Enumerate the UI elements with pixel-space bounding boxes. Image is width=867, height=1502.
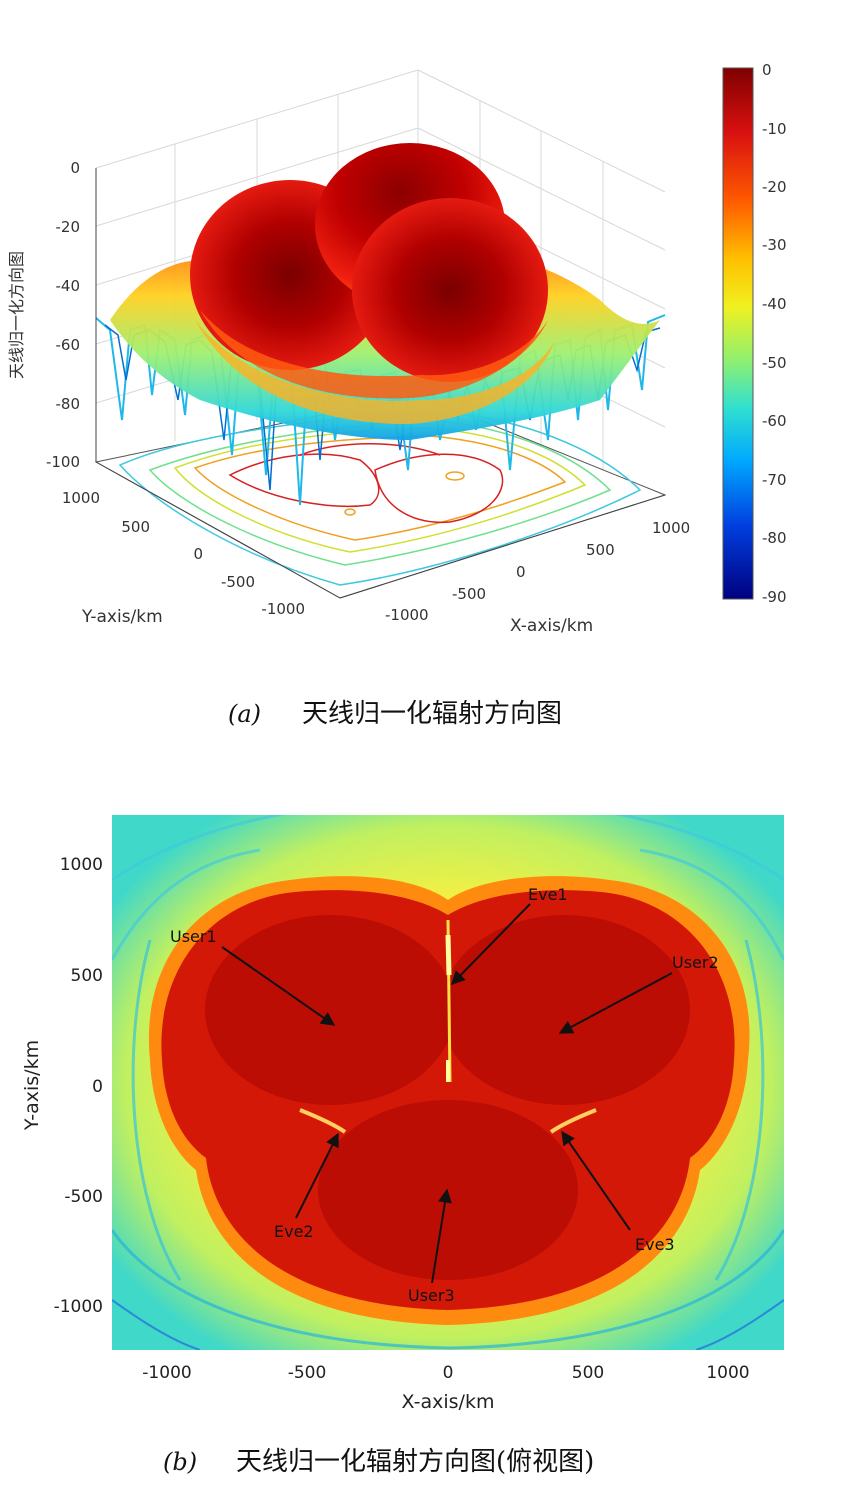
x-tick-label: -500: [452, 585, 486, 603]
label-user1: User1: [170, 927, 217, 946]
y-tick-label: 1000: [62, 489, 100, 507]
y-axis: 1000 500 0 -500 -1000 Y-axis/km: [62, 461, 341, 627]
colorbar-tick-label: -20: [762, 178, 787, 196]
annotations: [221, 903, 673, 1284]
z-tick-label: -80: [56, 395, 81, 413]
colorbar-tick-label: -30: [762, 236, 787, 254]
x-axis-label: X-axis/km: [510, 616, 593, 636]
colorbar: 0 -10 -20 -30 -40 -50 -60 -70 -80 -90: [722, 61, 787, 606]
label-user3: User3: [408, 1286, 455, 1305]
lobe-core-user1: [205, 915, 455, 1105]
y-axis-label: Y-axis/km: [21, 1040, 43, 1131]
y-tick-label: 0: [92, 1077, 103, 1097]
x-tick-label: 500: [572, 1363, 604, 1383]
y-tick-label: 0: [193, 545, 203, 563]
x-tick-label: -1000: [385, 606, 429, 624]
colorbar-tick-label: 0: [762, 61, 772, 79]
y-tick-label: -1000: [54, 1297, 103, 1317]
x-tick-label: -1000: [142, 1363, 191, 1383]
z-tick-label: -100: [46, 453, 80, 471]
z-axis: 0 -20 -40 -60 -80 -100 天线归一化方向图: [7, 159, 97, 471]
figure-b-caption: 天线归一化辐射方向图(俯视图): [236, 1447, 594, 1477]
z-tick-label: -60: [56, 336, 81, 354]
x-tick-label: 0: [516, 563, 526, 581]
figure-a-caption-tag: (a): [228, 700, 261, 728]
x-axis: -1000 -500 0 500 1000 X-axis/km: [339, 494, 690, 636]
colorbar-tick-label: -70: [762, 471, 787, 489]
colorbar-tick-label: -80: [762, 529, 787, 547]
figure-a-3d-surface: 0 -20 -40 -60 -80 -100 天线归一化方向图 1000 500…: [7, 61, 787, 729]
z-axis-label: 天线归一化方向图: [7, 251, 26, 379]
label-eve1: Eve1: [528, 885, 568, 904]
x-axis-label: X-axis/km: [402, 1391, 495, 1413]
x-tick-label: 0: [443, 1363, 454, 1383]
y-tick-label: 500: [121, 518, 150, 536]
figure-b-heatmap: User1 User2 User3 Eve1 Eve2 Eve3 1000 50…: [21, 815, 784, 1477]
z-tick-label: -20: [56, 218, 81, 236]
lobe-core-user3: [318, 1100, 578, 1280]
colorbar-tick-label: -40: [762, 295, 787, 313]
arrow-user1: [221, 946, 336, 1026]
arrow-user2: [558, 972, 673, 1034]
arrow-eve2: [295, 1132, 339, 1219]
heatmap-x-axis: -1000 -500 0 500 1000 X-axis/km: [142, 1363, 749, 1413]
y-tick-label: 1000: [60, 855, 103, 875]
label-user2: User2: [672, 953, 719, 972]
y-tick-label: -500: [221, 573, 255, 591]
y-tick-label: -500: [64, 1187, 103, 1207]
z-tick-label: 0: [70, 159, 80, 177]
arrow-user3: [431, 1188, 452, 1284]
colorbar-tick-label: -60: [762, 412, 787, 430]
label-eve2: Eve2: [274, 1222, 314, 1241]
x-tick-label: -500: [288, 1363, 327, 1383]
colorbar-tick-label: -50: [762, 354, 787, 372]
colorbar-tick-label: -10: [762, 120, 787, 138]
y-axis-label: Y-axis/km: [81, 607, 163, 627]
z-tick-label: -40: [56, 277, 81, 295]
arrow-eve1: [451, 903, 531, 986]
figure-b-caption-tag: (b): [163, 1448, 197, 1476]
x-tick-label: 500: [586, 541, 615, 559]
y-tick-label: 500: [71, 966, 103, 986]
mainlobe-right: [352, 198, 548, 382]
heatmap-y-axis: 1000 500 0 -500 -1000 Y-axis/km: [21, 855, 103, 1317]
x-tick-label: 1000: [652, 519, 690, 537]
colorbar-tick-label: -90: [762, 588, 787, 606]
arrow-eve3: [561, 1130, 631, 1231]
y-tick-label: -1000: [261, 600, 305, 618]
x-tick-label: 1000: [706, 1363, 749, 1383]
colorbar-gradient: [722, 67, 754, 600]
lobe-core-user2: [440, 915, 690, 1105]
figure-a-caption: 天线归一化辐射方向图: [302, 699, 562, 729]
label-eve3: Eve3: [635, 1235, 675, 1254]
